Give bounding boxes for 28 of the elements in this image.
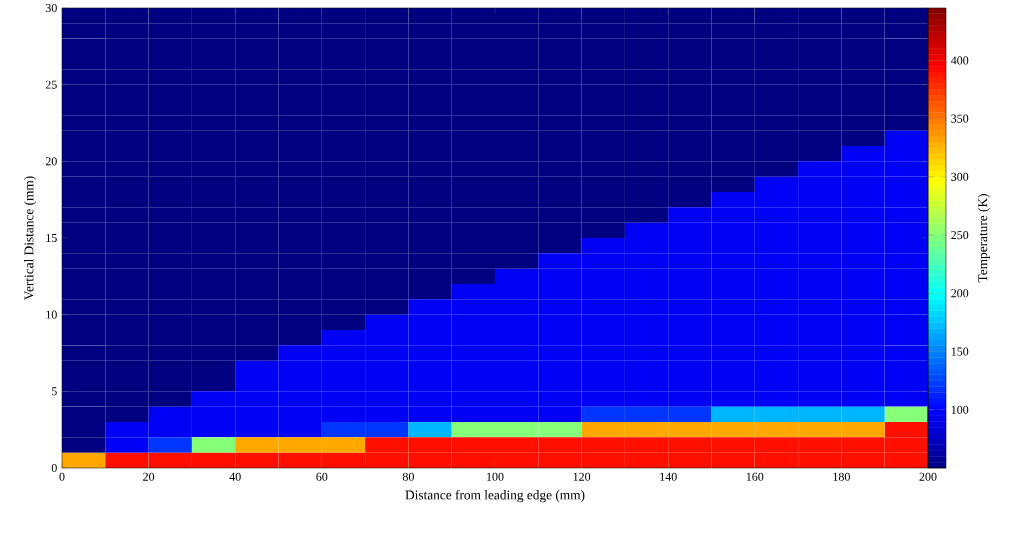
x-tick-label: 100 [487,472,504,481]
color-bar-label: 400 [950,56,969,65]
y-tick-label: 0 [51,463,57,473]
x-tick-label: 200 [919,472,937,481]
color-bar-label: 300 [951,172,969,181]
x-tick-label: 160 [746,472,764,481]
x-tick-label: 120 [573,472,591,481]
x-tick-label: 0 [59,472,65,481]
y-tick-label: 5 [51,387,57,396]
x-tick-label: 40 [229,472,241,481]
color-bar-label: 100 [951,405,969,414]
x-tick-label: 180 [833,472,850,481]
y-tick-label: 15 [46,233,57,243]
y-tick-label: 25 [45,80,57,89]
y-tick-label: 20 [45,157,57,166]
x-tick-label: 60 [316,472,328,481]
color-bar-label: 250 [951,231,969,240]
color-bar-label: 350 [951,114,969,123]
x-axis-title: Distance from leading edge (mm) [405,489,585,503]
x-tick-label: 20 [143,472,155,481]
x-tick-label: 80 [402,472,414,481]
color-bar-label: 200 [951,289,969,298]
color-bar-label: 150 [951,347,969,356]
x-tick-label: 140 [660,472,677,481]
y-axis-title: Vertical Distance (mm) [24,176,37,301]
y-tick-label: 10 [46,310,57,319]
y-tick-label: 30 [45,3,57,13]
color-bar-title: Temperature (K) [977,194,990,283]
